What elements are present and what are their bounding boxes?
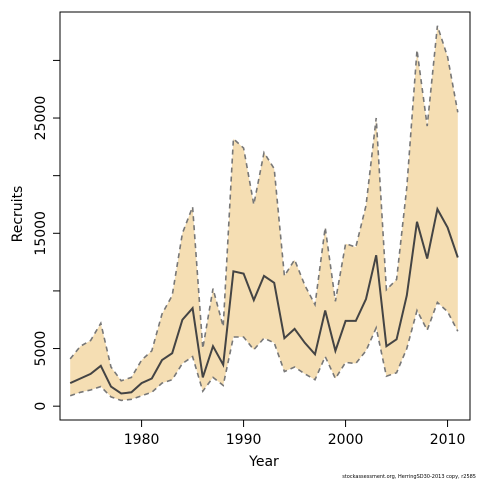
upper-bound-line: [69, 25, 459, 382]
y-tick-label: 25000: [33, 96, 49, 141]
footer-caption: stockassessment.org, HerringSD30-2013 co…: [342, 474, 476, 480]
x-tick-label: 1990: [226, 432, 262, 448]
x-axis: 1980 1990 2000 2010: [124, 420, 466, 448]
y-tick-label: 5000: [33, 331, 49, 367]
y-tick-label: 0: [33, 402, 49, 411]
x-tick-label: 1980: [124, 432, 160, 448]
plot-frame: [59, 11, 471, 421]
x-tick-label: 2000: [328, 432, 364, 448]
x-tick-label: 2010: [430, 432, 466, 448]
y-axis-label: Recruits: [10, 186, 26, 243]
x-axis-label: Year: [248, 454, 279, 470]
y-axis: 0 5000 15000 25000: [33, 59, 60, 411]
confidence-band-area: [70, 25, 458, 401]
y-tick-label: 15000: [33, 211, 49, 256]
median-recruits-line: [69, 206, 459, 395]
